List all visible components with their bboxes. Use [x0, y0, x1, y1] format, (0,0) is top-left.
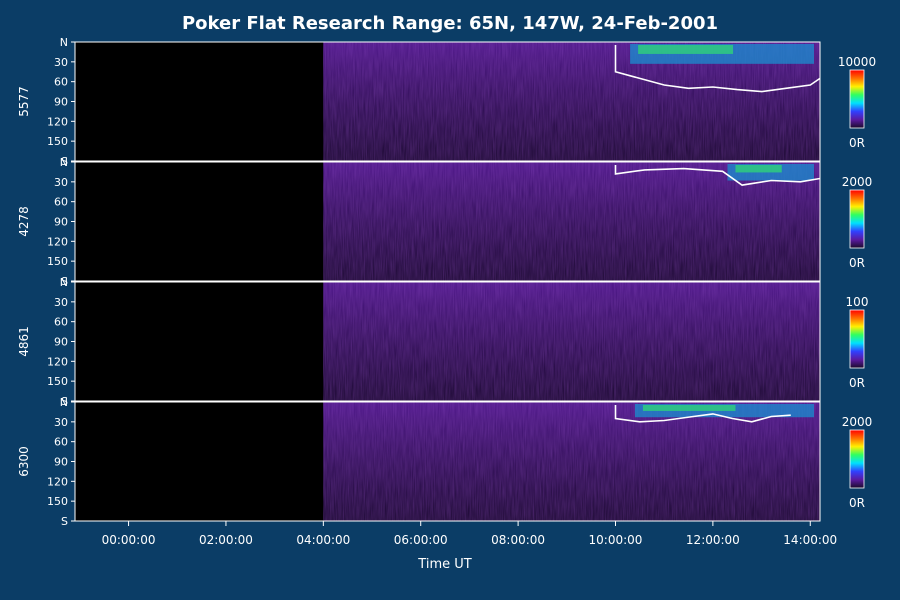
y-tick-label: 30: [54, 176, 68, 189]
colorbar: [849, 69, 865, 129]
chart-title: Poker Flat Research Range: 65N, 147W, 24…: [182, 13, 718, 34]
colorbar-max-label: 2000: [842, 415, 873, 429]
y-tick-label: S: [61, 155, 68, 168]
panel-4278: N 30 60 90 120 150 S 4278 2000 0R: [17, 156, 872, 288]
panel-5577: N 30 60 90 120 150 S 5577 10000 0R: [17, 36, 876, 168]
x-tick-label: 06:00:00: [394, 533, 448, 547]
y-tick-label: N: [60, 396, 68, 409]
aurora-core: [642, 405, 736, 411]
emission-texture: [323, 402, 820, 521]
y-tick-label: 150: [47, 135, 68, 148]
contour-line: [614, 164, 821, 186]
y-tick-label: 150: [47, 375, 68, 388]
y-tick-label: 150: [47, 495, 68, 508]
colorbar-min-label: 0R: [849, 376, 865, 390]
y-tick-label: N: [60, 156, 68, 169]
colorbar: [849, 429, 865, 489]
panel-6300: N 30 60 90 120 150 S 6300 2000 0R: [17, 396, 872, 528]
contour-line: [614, 44, 821, 93]
y-tick-label: 30: [54, 416, 68, 429]
panel-wavelength-label: 6300: [17, 446, 31, 477]
y-tick-label: 90: [54, 96, 68, 109]
emission-texture: [323, 282, 820, 401]
y-tick-label: 30: [54, 56, 68, 69]
y-tick-label: N: [60, 276, 68, 289]
panel-wavelength-label: 4861: [17, 326, 31, 357]
x-tick-label: 04:00:00: [296, 533, 350, 547]
y-tick-label: 120: [47, 355, 68, 368]
x-tick-label: 00:00:00: [102, 533, 156, 547]
x-axis-label: Time UT: [417, 557, 471, 572]
colorbar-max-label: 2000: [842, 175, 873, 189]
x-tick-label: 08:00:00: [491, 533, 545, 547]
y-tick-label: 30: [54, 296, 68, 309]
colorbar-max-label: 10000: [838, 55, 876, 69]
colorbar-min-label: 0R: [849, 496, 865, 510]
colorbar: [849, 309, 865, 369]
y-tick-label: 60: [54, 316, 68, 329]
x-tick-label: 14:00:00: [783, 533, 837, 547]
colorbar-min-label: 0R: [849, 256, 865, 270]
colorbar-min-label: 0R: [849, 136, 865, 150]
colorbar-max-label: 100: [846, 295, 869, 309]
y-tick-label: 150: [47, 255, 68, 268]
y-tick-label: 120: [47, 115, 68, 128]
x-tick-label: 10:00:00: [589, 533, 643, 547]
panel-wavelength-label: 4278: [17, 206, 31, 237]
y-tick-label: 60: [54, 196, 68, 209]
x-tick-label: 02:00:00: [199, 533, 253, 547]
y-tick-label: 60: [54, 436, 68, 449]
y-tick-label: S: [61, 515, 68, 528]
y-tick-label: 90: [54, 216, 68, 229]
y-tick-label: 90: [54, 456, 68, 469]
y-tick-label: 60: [54, 76, 68, 89]
x-tick-label: 12:00:00: [686, 533, 740, 547]
y-tick-label: 120: [47, 235, 68, 248]
y-tick-label: N: [60, 36, 68, 49]
panel-wavelength-label: 5577: [17, 86, 31, 117]
y-tick-label: S: [61, 275, 68, 288]
y-tick-label: 120: [47, 475, 68, 488]
aurora-core: [638, 45, 734, 54]
contour-line: [614, 404, 791, 423]
panel-4861: N 30 60 90 120 150 S 4861 100 0R: [17, 276, 868, 408]
aurora-core: [735, 165, 782, 173]
y-tick-label: 90: [54, 336, 68, 349]
y-tick-label: S: [61, 395, 68, 408]
colorbar: [849, 189, 865, 249]
